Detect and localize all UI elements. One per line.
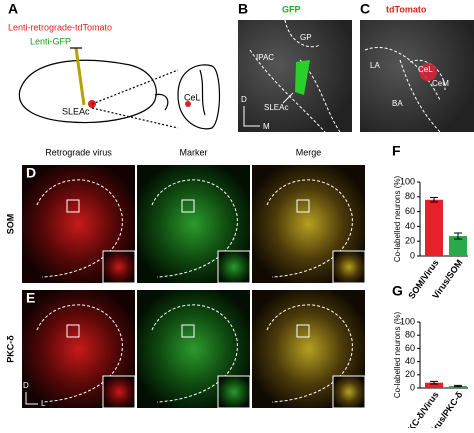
region-outline xyxy=(36,304,123,403)
inset xyxy=(217,375,251,409)
error-bar xyxy=(430,197,438,203)
micrograph xyxy=(360,20,474,132)
column-header: Marker xyxy=(179,147,207,157)
y-tick-label: 100 xyxy=(400,176,415,186)
panel-label: F xyxy=(392,143,401,159)
charts: FCo-labelled neurons (%) 020406080100SOM/… xyxy=(392,143,468,433)
site-label: SLEAc xyxy=(62,106,90,116)
roi-box xyxy=(296,324,310,338)
region-outline xyxy=(36,179,123,278)
panel-label: E xyxy=(26,290,35,306)
axis-arrow xyxy=(25,392,38,405)
y-tick-label: 0 xyxy=(410,250,415,260)
brain-sagittal xyxy=(18,47,221,130)
axis-label: D xyxy=(241,95,247,104)
roi-box xyxy=(181,324,195,338)
roi-box xyxy=(296,199,310,213)
error-bar xyxy=(430,380,438,385)
y-tick-label: 100 xyxy=(400,316,415,326)
row-label: SOM xyxy=(5,214,15,235)
inset xyxy=(332,375,366,409)
region-outline xyxy=(249,19,341,133)
gfp-signal xyxy=(295,60,310,95)
bar xyxy=(425,382,443,388)
region-label: IPAC xyxy=(256,53,274,62)
panel-label: D xyxy=(26,165,36,181)
axis-label: M xyxy=(263,122,270,131)
y-tick-label: 20 xyxy=(405,236,415,246)
region-label: CeM xyxy=(432,79,449,88)
bar xyxy=(425,199,443,256)
bar xyxy=(449,236,467,256)
panel-title: tdTomato xyxy=(386,4,427,14)
roi-box xyxy=(66,324,80,338)
region-outline xyxy=(151,179,238,278)
region-label: GP xyxy=(300,33,312,42)
axis-label: D xyxy=(23,381,29,390)
error-bar xyxy=(454,232,462,240)
axis-label: L xyxy=(41,399,46,408)
error-bar xyxy=(454,384,462,388)
region-label: CeL xyxy=(418,65,433,74)
y-tick-label: 40 xyxy=(405,221,415,231)
y-tick-label: 0 xyxy=(410,382,415,392)
axis-arrow xyxy=(243,106,260,127)
region-label: BA xyxy=(392,99,403,108)
panel-label: B xyxy=(238,1,248,17)
inset xyxy=(102,250,136,284)
region-label: SLEAc xyxy=(264,103,288,112)
roi-box xyxy=(181,199,195,213)
panel-label: C xyxy=(360,1,370,17)
y-tick-label: 60 xyxy=(405,206,415,216)
inset xyxy=(102,375,136,409)
column-header: Merge xyxy=(296,147,322,157)
tdtomato-signal xyxy=(419,63,437,81)
region-outline xyxy=(266,179,353,278)
tracer-label: Lenti-retrograde-tdTomato xyxy=(8,22,112,32)
tracer-label: Lenti-GFP xyxy=(30,36,71,46)
y-tick-label: 40 xyxy=(405,356,415,366)
panel-title: GFP xyxy=(282,4,301,14)
column-header: Retrograde virus xyxy=(45,147,112,157)
panel-label: A xyxy=(8,1,18,17)
panel-label: G xyxy=(392,283,403,299)
arrow xyxy=(282,92,294,104)
region-outline xyxy=(364,46,446,133)
y-tick-label: 20 xyxy=(405,369,415,379)
y-axis-label: Co-labelled neurons (%) xyxy=(393,176,402,263)
region-outline xyxy=(266,304,353,403)
y-axis-label: Co-labelled neurons (%) xyxy=(393,312,402,399)
row-label: PKC-δ xyxy=(5,335,15,363)
inset xyxy=(217,250,251,284)
roi-box xyxy=(66,199,80,213)
micrograph xyxy=(238,20,352,132)
inset xyxy=(332,250,366,284)
region-outline xyxy=(151,304,238,403)
y-tick-label: 80 xyxy=(405,191,415,201)
target-label: CeL xyxy=(184,92,201,102)
micrograph-grid: Retrograde virus Marker Merge SOM D PKC-δ E D L xyxy=(5,147,366,409)
y-tick-label: 80 xyxy=(405,330,415,340)
y-tick-label: 60 xyxy=(405,343,415,353)
region-label: LA xyxy=(370,61,380,70)
